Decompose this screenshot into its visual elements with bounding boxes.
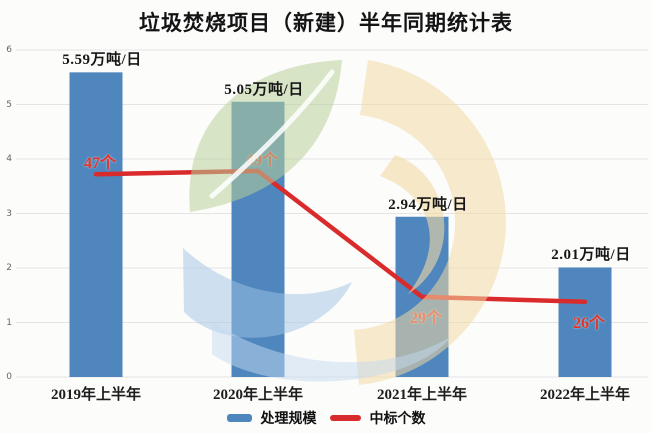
y-axis-tick: 5	[6, 99, 12, 110]
line-series	[93, 168, 588, 305]
bar-value-label: 2.94万吨/日	[388, 196, 468, 213]
chart-title: 垃圾焚烧项目（新建）半年同期统计表	[139, 11, 513, 35]
legend-item-bars: 处理规模	[226, 408, 317, 428]
chart-legend: 处理规模 中标个数	[0, 408, 652, 428]
bar-series-swatch	[226, 414, 252, 422]
y-axis-tick: 1	[6, 317, 12, 328]
line-point-label: 47个	[83, 155, 117, 173]
x-axis-label: 2019年上半年	[50, 387, 142, 403]
bar-2022年上半年	[558, 267, 612, 377]
y-axis-tick: 3	[6, 208, 12, 219]
legend-bars-label: 处理规模	[260, 412, 317, 427]
y-axis-tick: 0	[6, 372, 12, 382]
bar-value-label: 2.01万吨/日	[551, 247, 631, 264]
x-axis-label: 2021年上半年	[376, 387, 468, 403]
y-axis-tick: 4	[6, 154, 12, 164]
line-point-label: 49个	[245, 151, 279, 169]
x-axis-label: 2020年上半年	[212, 387, 304, 403]
bar-value-label: 5.59万吨/日	[62, 52, 142, 69]
bar-2020年上半年	[231, 101, 285, 378]
y-axis-tick: 6	[6, 45, 12, 55]
bar-2019年上半年	[69, 72, 123, 377]
legend-item-line: 中标个数	[329, 408, 426, 428]
line-point-label: 29个	[409, 309, 443, 327]
y-axis-tick: 2	[6, 263, 12, 273]
bar-value-label: 5.05万吨/日	[224, 81, 304, 98]
line-point-label: 26个	[572, 314, 606, 332]
legend-line-label: 中标个数	[369, 412, 426, 427]
x-axis-label: 2022年上半年	[539, 387, 631, 403]
line-series-swatch	[329, 415, 361, 421]
